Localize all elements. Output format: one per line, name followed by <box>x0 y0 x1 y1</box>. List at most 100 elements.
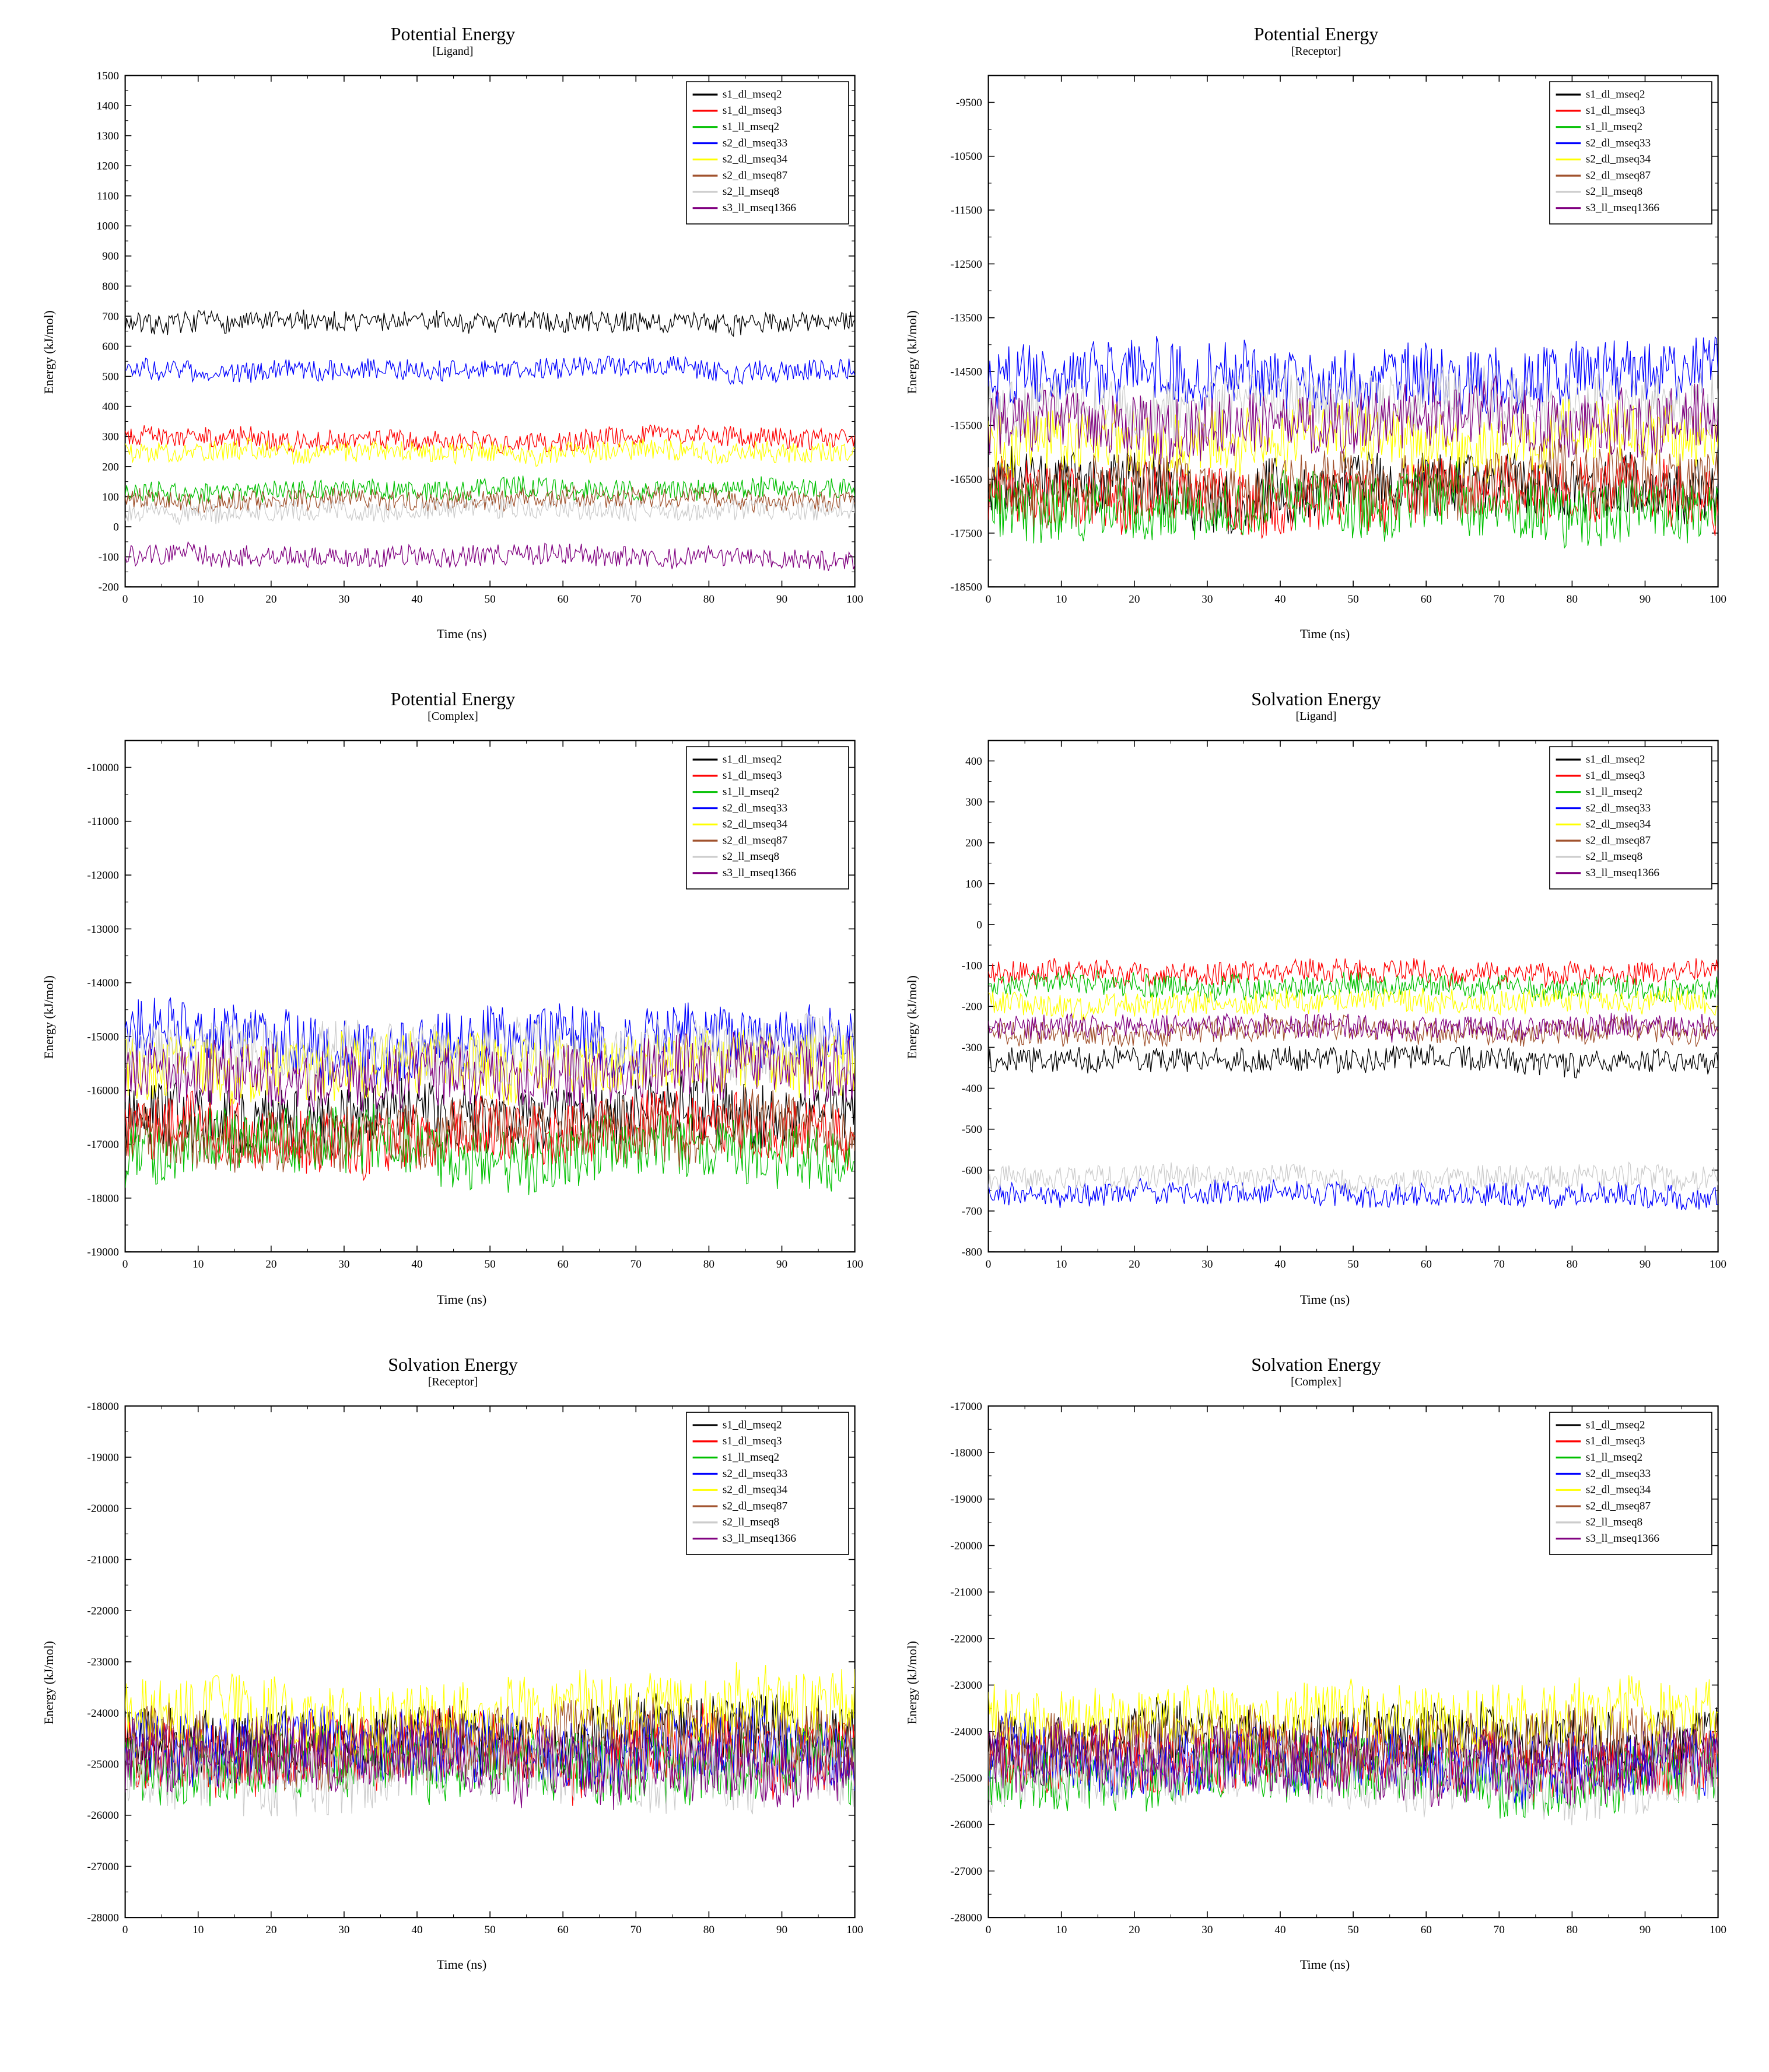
legend-label: s1_dl_mseq2 <box>722 88 782 100</box>
y-tick-label: -400 <box>961 1083 982 1095</box>
x-tick-label: 90 <box>776 593 787 606</box>
legend-label: s2_ll_mseq8 <box>1585 1516 1642 1528</box>
y-tick-label: -200 <box>98 582 118 594</box>
x-tick-label: 30 <box>338 1923 349 1936</box>
y-tick-label: -16500 <box>950 474 982 486</box>
x-tick-label: 70 <box>1493 593 1504 606</box>
legend-label: s2_ll_mseq8 <box>722 1516 779 1528</box>
legend-label: s3_ll_mseq1366 <box>722 202 796 214</box>
legend-label: s1_ll_mseq2 <box>1585 121 1642 133</box>
legend-label: s3_ll_mseq1366 <box>1585 1532 1659 1545</box>
legend-label: s1_dl_mseq2 <box>722 754 782 766</box>
x-tick-label: 10 <box>1056 1258 1067 1270</box>
legend-label: s1_dl_mseq3 <box>722 1435 782 1447</box>
y-tick-label: -25000 <box>950 1772 982 1784</box>
legend-label: s3_ll_mseq1366 <box>1585 867 1659 879</box>
x-tick-label: 20 <box>265 593 276 606</box>
legend-label: s1_dl_mseq2 <box>722 1419 782 1431</box>
legend-label: s1_dl_mseq3 <box>722 104 782 117</box>
x-tick-label: 0 <box>985 1258 991 1270</box>
x-tick-label: 50 <box>1347 593 1358 606</box>
y-tick-label: -17500 <box>950 527 982 540</box>
series-s2_dl_mseq34 <box>988 988 1718 1021</box>
x-tick-label: 30 <box>1201 1923 1213 1936</box>
x-tick-label: 40 <box>411 1258 422 1270</box>
legend-label: s2_dl_mseq34 <box>722 818 787 831</box>
x-tick-label: 10 <box>192 1258 204 1270</box>
legend-label: s2_dl_mseq34 <box>1585 153 1651 166</box>
y-tick-label: -18000 <box>950 1447 982 1459</box>
y-tick-label: -11000 <box>87 816 119 828</box>
chart-pe_complex: 0102030405060708090100-19000-18000-17000… <box>57 728 867 1289</box>
y-tick-label: -15000 <box>87 1031 119 1044</box>
x-tick-label: 30 <box>1201 593 1213 606</box>
chart-container-sol_complex: Solvation Energy [Complex] Energy (kJ/mo… <box>902 1354 1731 1972</box>
legend-label: s1_ll_mseq2 <box>1585 1451 1642 1464</box>
x-tick-label: 20 <box>1129 593 1140 606</box>
y-tick-label: -19000 <box>950 1493 982 1506</box>
x-tick-label: 90 <box>776 1923 787 1936</box>
legend-label: s2_dl_mseq33 <box>1585 137 1650 149</box>
y-tick-label: 800 <box>102 281 119 293</box>
chart-sol_ligand: 0102030405060708090100-800-700-600-500-4… <box>920 728 1731 1289</box>
y-tick-label: -17000 <box>87 1139 119 1151</box>
x-tick-label: 30 <box>1201 1258 1213 1270</box>
y-tick-label: -21000 <box>950 1586 982 1598</box>
series-s3_ll_mseq1366 <box>988 1013 1718 1043</box>
x-tick-label: 30 <box>338 593 349 606</box>
x-tick-label: 90 <box>776 1258 787 1270</box>
x-tick-label: 60 <box>1420 1258 1431 1270</box>
x-tick-label: 0 <box>985 593 991 606</box>
x-tick-label: 100 <box>1710 1258 1726 1270</box>
y-tick-label: -10000 <box>87 762 119 774</box>
x-tick-label: 0 <box>985 1923 991 1936</box>
x-tick-label: 70 <box>1493 1258 1504 1270</box>
chart-sol_receptor: 0102030405060708090100-28000-27000-26000… <box>57 1394 867 1955</box>
legend-label: s2_dl_mseq33 <box>1585 1467 1650 1479</box>
series-s2_dl_mseq33 <box>988 1179 1718 1210</box>
y-axis-label: Energy (kJ/mol) <box>902 728 920 1307</box>
chart-subtitle: [Complex] <box>1291 1376 1341 1389</box>
chart-pe_receptor: 0102030405060708090100-18500-17500-16500… <box>920 63 1731 624</box>
legend-label: s2_dl_mseq34 <box>722 1483 787 1496</box>
x-tick-label: 90 <box>1639 1923 1650 1936</box>
x-tick-label: 100 <box>1710 1923 1726 1936</box>
y-tick-label: -27000 <box>950 1865 982 1877</box>
chart-title: Potential Energy <box>1254 23 1379 45</box>
y-tick-label: -700 <box>961 1206 982 1218</box>
y-tick-label: 300 <box>102 431 119 443</box>
x-tick-label: 40 <box>1274 1923 1285 1936</box>
y-tick-label: 1400 <box>96 100 118 112</box>
chart-title: Solvation Energy <box>388 1354 518 1376</box>
chart-title: Potential Energy <box>391 23 516 45</box>
series-s1_dl_mseq2 <box>125 310 854 337</box>
y-tick-label: -18000 <box>87 1193 119 1205</box>
x-tick-label: 20 <box>1129 1258 1140 1270</box>
chart-subtitle: [Ligand] <box>1296 710 1337 723</box>
y-axis-label: Energy (kJ/mol) <box>902 1394 920 1972</box>
y-tick-label: -9500 <box>956 97 982 109</box>
legend: s1_dl_mseq2s1_dl_mseq3s1_ll_mseq2s2_dl_m… <box>1549 747 1711 889</box>
x-axis-label: Time (ns) <box>57 626 867 642</box>
y-tick-label: 100 <box>965 878 982 891</box>
y-tick-label: -200 <box>961 1001 982 1013</box>
x-tick-label: 0 <box>122 593 128 606</box>
y-tick-label: -10500 <box>950 150 982 163</box>
y-tick-label: -27000 <box>87 1860 119 1873</box>
y-tick-label: -14000 <box>87 977 119 989</box>
y-axis-label: Energy (kJ/mol) <box>39 728 57 1307</box>
x-tick-label: 0 <box>122 1258 128 1270</box>
series-s2_ll_mseq8 <box>988 1163 1718 1194</box>
y-tick-label: -300 <box>961 1042 982 1054</box>
x-tick-label: 60 <box>557 1923 568 1936</box>
y-tick-label: -23000 <box>950 1679 982 1692</box>
legend-label: s2_dl_mseq33 <box>722 1467 787 1479</box>
y-tick-label: 200 <box>102 461 119 473</box>
x-tick-label: 90 <box>1639 1258 1650 1270</box>
legend-label: s2_ll_mseq8 <box>1585 851 1642 863</box>
y-tick-label: -11500 <box>951 205 982 217</box>
x-tick-label: 100 <box>846 593 863 606</box>
x-tick-label: 30 <box>338 1258 349 1270</box>
y-tick-label: -13000 <box>87 923 119 936</box>
y-tick-label: 0 <box>113 521 119 533</box>
